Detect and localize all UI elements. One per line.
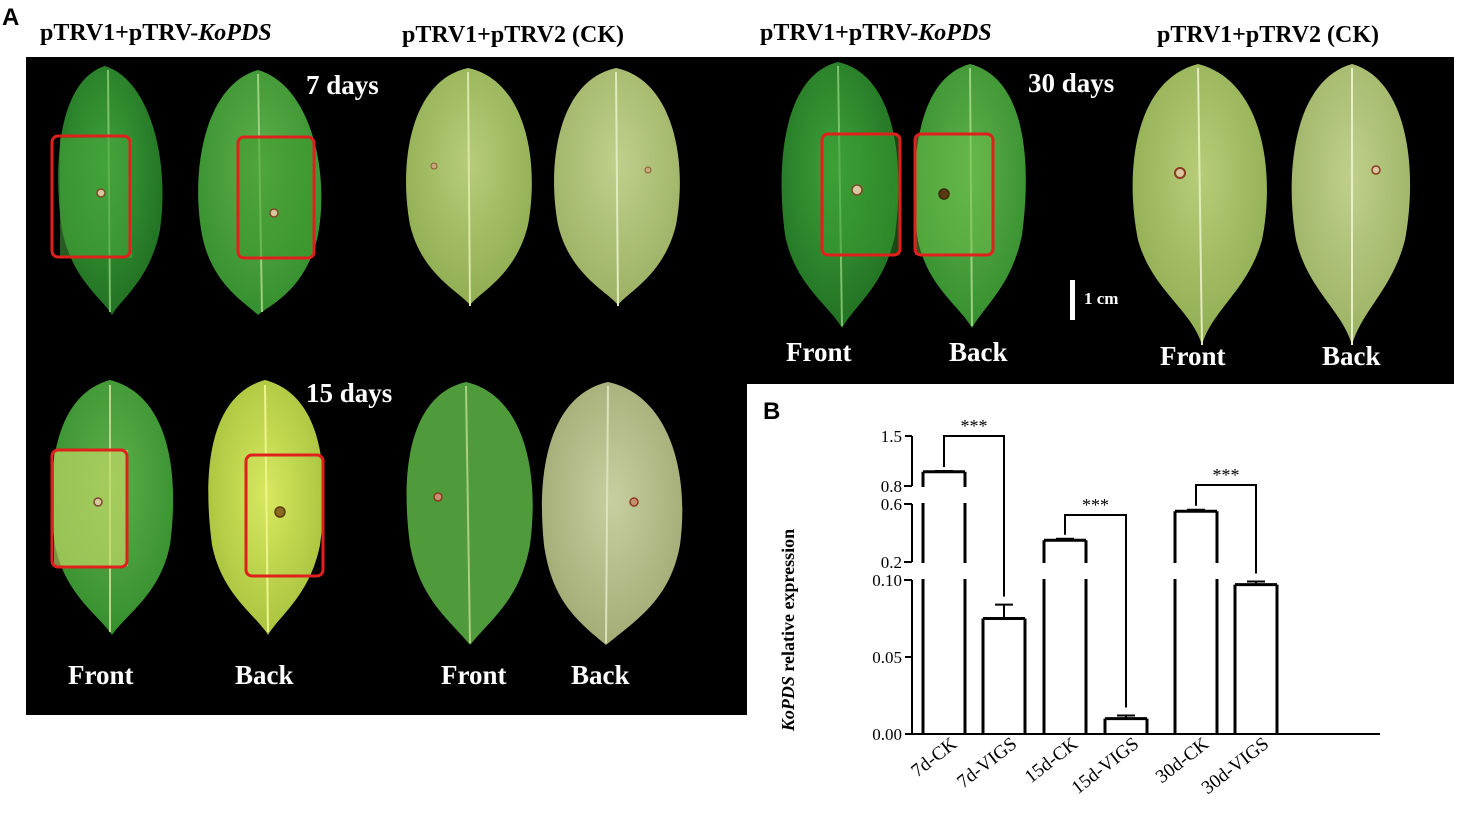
box-7d-front xyxy=(50,134,132,259)
bar-break-gap xyxy=(920,487,968,503)
label-back-30d-ck: Back xyxy=(1322,341,1381,371)
label-front-30d-vigs: Front xyxy=(786,337,852,367)
y-tick-label: 0.00 xyxy=(872,725,902,744)
y-tick-label: 1.5 xyxy=(881,427,902,446)
panel-letter-a: A xyxy=(2,4,20,31)
bracket-line xyxy=(1195,484,1257,574)
y-tick-label: 0.8 xyxy=(881,477,902,496)
box-30d-front xyxy=(820,132,902,257)
leaf-15d-ck-front xyxy=(406,382,533,645)
x-tick-label-7d-VIGS: 7d-VIGS xyxy=(953,733,1021,792)
label-front-15d-ck: Front xyxy=(441,660,507,690)
label-back-15d-ck: Back xyxy=(571,660,630,690)
leaf-7d-ck-back xyxy=(554,68,680,307)
significance-brackets: *** *** *** xyxy=(943,420,1257,708)
leaf-7d-vigs-front xyxy=(58,66,163,315)
leaf-7d-ck-front xyxy=(406,68,532,307)
chart-axes: 0.00 0.05 0.100.2 0.60.8 1.5 xyxy=(872,427,1380,744)
y-axis-label: KoPDS relative expression xyxy=(778,529,798,732)
timepoint-15-days: 15 days xyxy=(306,378,393,408)
bar-break-gap xyxy=(1041,563,1089,579)
bar-break-gap xyxy=(1172,563,1220,579)
header-ck-right: pTRV1+pTRV2 (CK) xyxy=(1157,22,1380,48)
header-vigs-right: pTRV1+pTRV-KoPDS xyxy=(760,20,992,46)
bracket-line xyxy=(943,435,1005,597)
significance-bracket: *** xyxy=(1064,495,1127,708)
significance-bracket: *** xyxy=(1195,465,1257,574)
header-vigs-left: pTRV1+pTRV-KoPDS xyxy=(40,20,272,46)
significance-stars: *** xyxy=(1082,495,1109,515)
bar-30d-VIGS xyxy=(1233,580,1279,734)
box-7d-back xyxy=(236,135,316,260)
bar-15d-VIGS xyxy=(1103,714,1149,734)
label-back-30d-vigs: Back xyxy=(949,337,1008,367)
box-30d-back xyxy=(913,132,995,257)
leaf-30d-ck-back xyxy=(1291,64,1411,345)
bar-break-gap xyxy=(920,563,968,579)
leaf-7d-vigs-back xyxy=(198,70,322,315)
bar-chart: KoPDS relative expression 0.000.050.100.… xyxy=(778,420,1380,799)
leaf-15d-ck-back xyxy=(541,382,683,645)
label-back-15d-vigs: Back xyxy=(235,660,294,690)
bar-30d-CK xyxy=(1173,508,1219,734)
chart-bars xyxy=(920,470,1279,734)
x-tick-label-7d-CK: 7d-CK xyxy=(907,733,961,782)
bar-7d-VIGS xyxy=(981,603,1027,734)
bracket-line xyxy=(1064,514,1127,708)
leaf-15d-vigs-back xyxy=(208,380,324,635)
significance-stars: *** xyxy=(1213,465,1240,485)
x-tick-label-30d-VIGS: 30d-VIGS xyxy=(1198,733,1273,798)
scale-bar-label: 1 cm xyxy=(1084,289,1119,308)
leaf-30d-ck-front xyxy=(1132,64,1267,346)
bar-7d-CK xyxy=(921,470,967,734)
vigs-highlight-boxes xyxy=(50,132,995,578)
label-front-15d-vigs: Front xyxy=(68,660,134,690)
y-tick-label: 0.2 xyxy=(881,553,902,572)
y-tick-label: 0.05 xyxy=(872,648,902,667)
x-tick-label-15d-VIGS: 15d-VIGS xyxy=(1068,733,1143,798)
label-front-30d-ck: Front xyxy=(1160,341,1226,371)
scale-bar xyxy=(1070,280,1075,320)
y-tick-label: 0.6 xyxy=(881,495,902,514)
leaf-15d-vigs-front xyxy=(51,380,174,635)
leaf-30d-vigs-back xyxy=(914,64,1026,328)
timepoint-30-days: 30 days xyxy=(1028,68,1115,98)
significance-stars: *** xyxy=(961,420,988,436)
panel-letter-b: B xyxy=(763,398,781,425)
significance-bracket: *** xyxy=(943,420,1005,597)
leaf-30d-vigs-front xyxy=(781,62,900,328)
box-15d-back xyxy=(244,453,325,578)
box-15d-front xyxy=(50,448,129,569)
y-tick-label: 0.10 xyxy=(872,571,902,590)
timepoint-7-days: 7 days xyxy=(306,70,379,100)
header-ck-left: pTRV1+pTRV2 (CK) xyxy=(402,22,625,48)
